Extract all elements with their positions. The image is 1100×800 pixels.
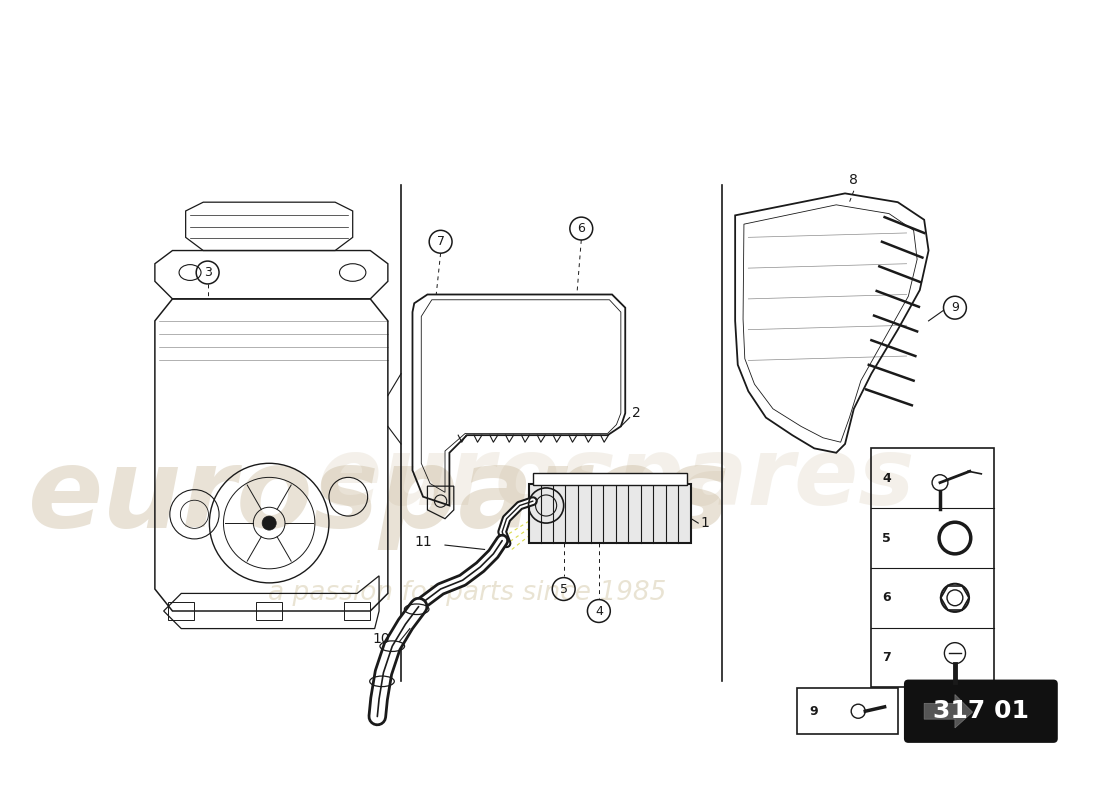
Text: 7: 7: [437, 235, 444, 248]
Text: 8: 8: [849, 174, 858, 187]
Text: 2: 2: [632, 406, 641, 420]
Text: 1: 1: [700, 516, 708, 530]
FancyBboxPatch shape: [904, 679, 1058, 743]
Text: 4: 4: [882, 472, 891, 485]
Bar: [344, 602, 371, 620]
Text: 5: 5: [882, 531, 891, 545]
Bar: [796, 688, 898, 734]
Bar: [532, 473, 686, 486]
Text: 317 01: 317 01: [933, 699, 1028, 723]
Text: 11: 11: [414, 535, 432, 550]
Polygon shape: [924, 694, 972, 728]
Text: a passion for parts since 1985: a passion for parts since 1985: [267, 581, 667, 606]
Text: 6: 6: [882, 591, 891, 604]
Text: 3: 3: [204, 266, 211, 279]
Text: 5: 5: [560, 582, 568, 595]
Text: 4: 4: [595, 605, 603, 618]
Bar: [256, 602, 283, 620]
Text: 9: 9: [952, 301, 959, 314]
Text: 7: 7: [882, 651, 891, 664]
Text: 10: 10: [373, 632, 390, 646]
Text: eurospares: eurospares: [28, 443, 730, 550]
Bar: [168, 602, 195, 620]
Text: eurospares: eurospares: [318, 433, 915, 525]
Bar: [871, 448, 994, 687]
Circle shape: [262, 516, 276, 530]
Text: 6: 6: [578, 222, 585, 235]
Bar: [528, 483, 691, 543]
Text: 9: 9: [808, 705, 817, 718]
